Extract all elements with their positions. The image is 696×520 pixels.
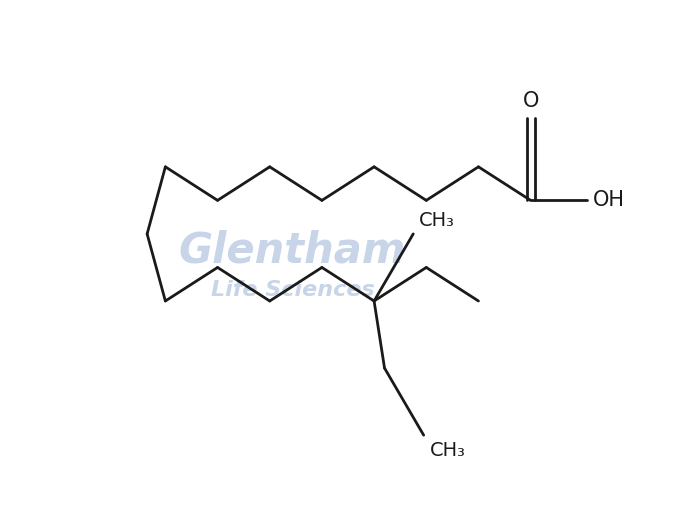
Text: CH₃: CH₃ [419,211,455,230]
Text: CH₃: CH₃ [429,441,466,460]
Text: OH: OH [592,190,624,211]
Text: O: O [523,91,539,111]
Text: Life Sciences: Life Sciences [211,280,374,300]
Text: Glentham: Glentham [179,229,406,271]
